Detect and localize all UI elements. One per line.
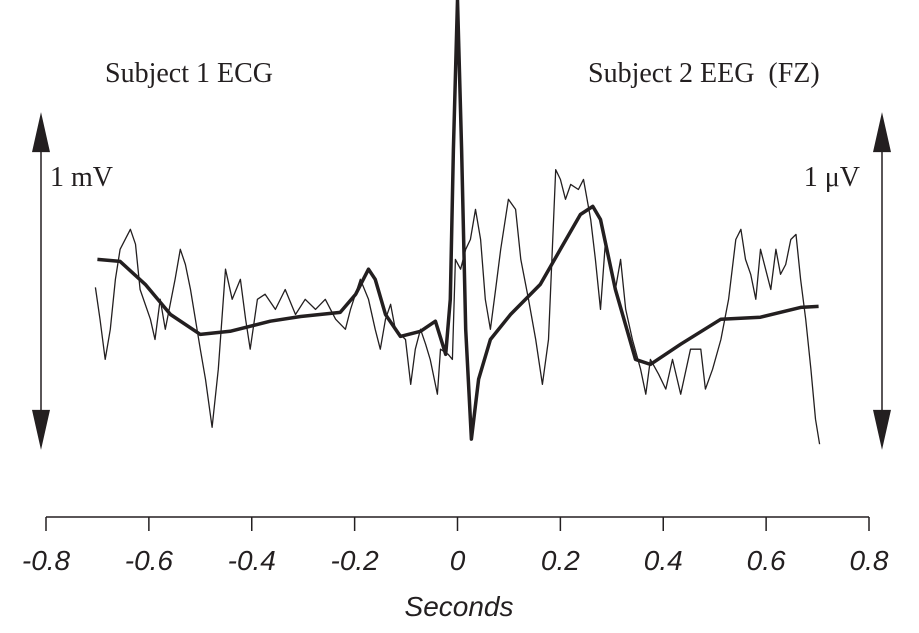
scale-bar-part — [32, 409, 50, 450]
scale-bar-label: 1 μV — [804, 162, 860, 193]
x-tick-label: 0 — [450, 545, 466, 576]
scale-bar-part — [32, 112, 50, 153]
x-tick-label: 0.2 — [541, 545, 580, 576]
x-tick-label: -0.8 — [22, 545, 71, 576]
x-axis-label: Seconds — [405, 591, 514, 622]
scale-bar-part — [873, 112, 891, 153]
annotation: Subject 1 ECG — [105, 58, 273, 89]
x-tick-label: -0.6 — [125, 545, 174, 576]
scale-bar-part — [873, 409, 891, 450]
scale-bar — [32, 112, 50, 450]
line — [97, 0, 819, 441]
annotation: Subject 2 EEG (FZ) — [588, 58, 820, 89]
x-tick-label: 0.8 — [850, 545, 889, 576]
scale-bar — [873, 112, 891, 450]
x-tick-label: -0.2 — [331, 545, 380, 576]
x-tick-label: 0.6 — [747, 545, 786, 576]
scale-bar-label: 1 mV — [50, 162, 113, 193]
x-tick-label: -0.4 — [228, 545, 276, 576]
line — [94, 168, 821, 445]
x-tick-label: 0.4 — [644, 545, 683, 576]
